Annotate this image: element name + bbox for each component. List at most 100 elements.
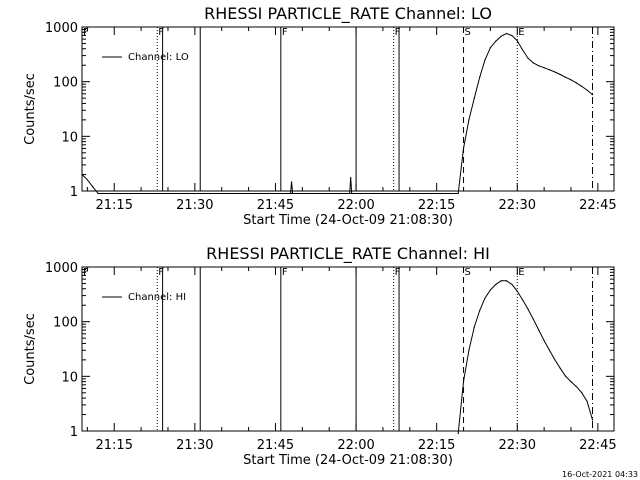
y-tick-label: 10	[61, 130, 78, 145]
data-point	[516, 290, 518, 292]
event-marker-label: E	[518, 27, 524, 38]
x-tick-label: 21:45	[257, 438, 294, 453]
rate-spike	[290, 181, 294, 194]
event-marker-label: E	[518, 267, 524, 278]
data-point	[565, 76, 567, 78]
hi-channel-panel: RHESSI PARTICLE_RATE Channel: HI 1 10 100 10…	[23, 244, 617, 468]
data-point	[565, 375, 567, 377]
data-point	[559, 367, 561, 369]
event-marker-label: F	[158, 267, 164, 278]
legend-label: Channel: HI	[128, 292, 186, 303]
y-tick-label: 1000	[45, 21, 78, 36]
data-point	[511, 34, 513, 37]
data-point	[81, 173, 83, 176]
data-point	[543, 67, 545, 69]
chart-title: RHESSI PARTICLE_RATE Channel: HI	[206, 244, 490, 264]
x-tick-label: 22:45	[579, 198, 616, 213]
data-point	[522, 49, 524, 51]
data-point	[468, 119, 470, 121]
data-point	[591, 93, 594, 96]
data-point	[489, 46, 492, 49]
x-tick-label: 22:00	[337, 438, 374, 453]
data-point	[527, 57, 529, 59]
x-tick-label: 21:45	[257, 198, 294, 213]
data-point	[500, 35, 502, 37]
x-tick-label: 21:15	[96, 438, 133, 453]
y-tick-label: 1	[70, 185, 78, 200]
y-axis-label: Counts/sec	[23, 73, 38, 145]
data-point	[554, 71, 556, 73]
data-point	[489, 289, 492, 291]
data-point	[92, 186, 94, 188]
x-tick-label: 22:45	[579, 438, 616, 453]
event-marker-label: F	[395, 27, 401, 38]
data-point	[581, 85, 583, 87]
y-tick-label: 1000	[45, 261, 78, 276]
data-point	[484, 297, 486, 299]
rate-spike	[349, 177, 353, 194]
data-point	[86, 179, 88, 181]
data-point	[505, 280, 508, 282]
x-tick-label: 21:15	[96, 198, 133, 213]
data-point	[468, 349, 470, 351]
x-tick-label: 21:30	[176, 198, 213, 213]
event-marker-label: F	[282, 267, 288, 278]
data-point	[559, 73, 561, 76]
legend-label: Channel: LO	[128, 52, 189, 63]
footer-timestamp: 16-Oct-2021 04:33	[562, 470, 638, 479]
data-point	[575, 82, 577, 84]
data-point	[538, 65, 540, 67]
y-tick-label: 100	[53, 76, 78, 91]
data-point	[522, 299, 524, 301]
x-tick-label: 22:30	[499, 198, 536, 213]
data-point	[511, 283, 513, 286]
data-point	[538, 329, 540, 331]
event-marker-label: S	[465, 267, 471, 278]
data-point	[516, 40, 518, 42]
data-point	[457, 432, 459, 435]
data-point	[581, 392, 583, 394]
data-point	[575, 385, 577, 388]
data-point	[479, 76, 481, 78]
x-tick-label: 22:15	[418, 438, 455, 453]
chart-title: RHESSI PARTICLE_RATE Channel: LO	[204, 4, 492, 24]
x-tick-label: 21:30	[176, 438, 213, 453]
event-marker-label: F	[282, 27, 288, 38]
data-point	[495, 40, 497, 42]
data-point	[548, 349, 551, 351]
data-point	[586, 89, 588, 91]
data-point	[495, 283, 497, 286]
series-line	[81, 32, 593, 194]
data-point	[500, 280, 502, 282]
event-marker-label: F	[83, 27, 89, 38]
lo-channel-panel: RHESSI PARTICLE_RATE Channel: LO 1 10 100 10…	[23, 4, 617, 228]
data-point	[473, 326, 475, 328]
data-point	[462, 381, 465, 383]
plot-frame	[81, 26, 615, 192]
data-point	[532, 62, 534, 64]
data-point	[484, 59, 486, 61]
x-axis-label: Start Time (24-Oct-09 21:08:30)	[243, 213, 453, 228]
y-tick-label: 1	[70, 425, 78, 440]
data-point	[457, 192, 459, 195]
data-point	[527, 308, 529, 310]
data-point	[505, 32, 508, 35]
data-point	[97, 192, 99, 195]
y-axis-label: Counts/sec	[23, 313, 38, 385]
data-point	[548, 69, 551, 71]
x-tick-label: 22:30	[499, 438, 536, 453]
data-point	[586, 400, 588, 402]
data-point	[462, 147, 465, 150]
data-point	[532, 318, 534, 321]
data-point	[479, 309, 481, 312]
y-tick-label: 10	[61, 370, 78, 385]
x-tick-label: 22:15	[418, 198, 455, 213]
data-point	[570, 381, 572, 383]
data-point	[591, 419, 594, 421]
y-tick-label: 100	[53, 316, 78, 331]
event-marker-label: F	[395, 267, 401, 278]
data-point	[473, 97, 475, 99]
data-point	[543, 340, 545, 342]
data-point	[554, 359, 556, 361]
